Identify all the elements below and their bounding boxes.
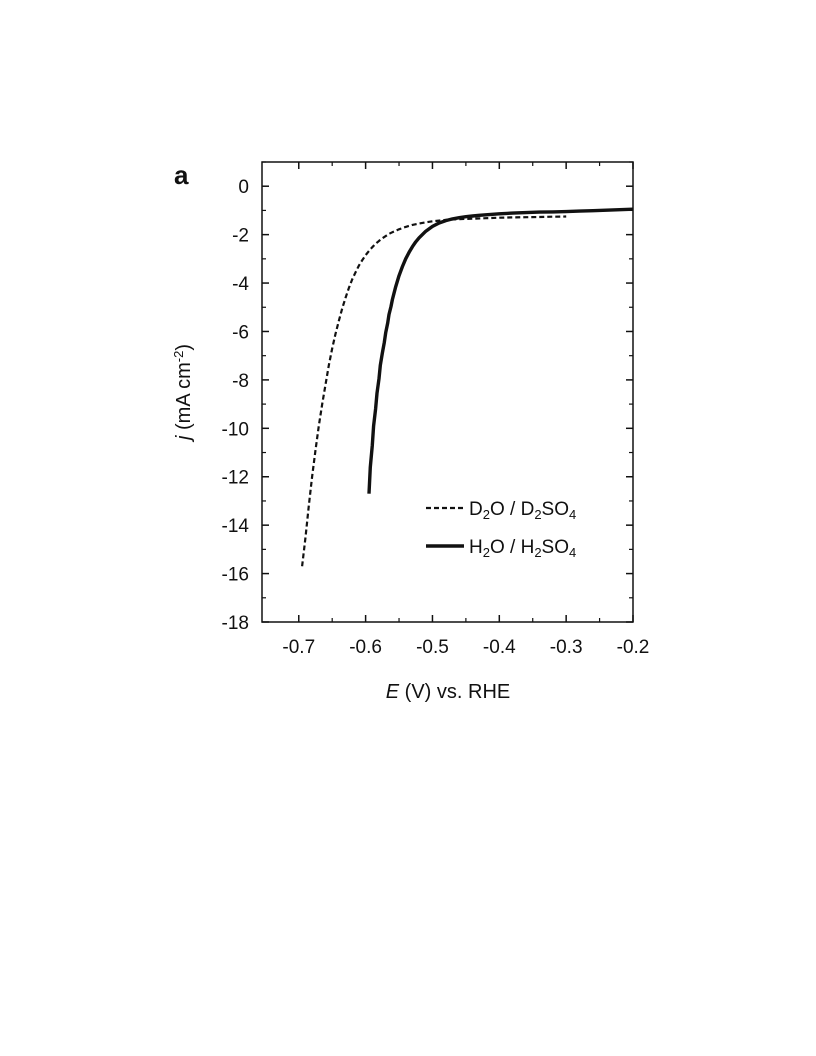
y-tick-label: -16 <box>222 565 249 586</box>
x-tick-label: -0.4 <box>483 637 516 658</box>
y-axis: 0 -2 -4 -6 -8 -10 -12 -14 -16 -18 <box>222 161 633 634</box>
plot-frame <box>261 161 634 623</box>
y-tick-label: -2 <box>232 226 249 247</box>
y-tick-label: -8 <box>232 371 249 392</box>
y-tick-label: -14 <box>222 516 250 537</box>
x-tick-label: -0.5 <box>416 637 449 658</box>
series-layer <box>301 207 634 567</box>
legend-label: H2O / H2SO4 <box>469 537 576 560</box>
panel-label: a <box>174 160 189 190</box>
y-tick-label: -10 <box>222 419 249 440</box>
x-tick-label: -0.7 <box>282 637 315 658</box>
y-axis-label: j (mA cm-2) <box>171 344 196 443</box>
y-tick-label: -18 <box>222 613 249 634</box>
legend-label: D2O / D2SO4 <box>469 499 576 522</box>
x-tick-label: -0.2 <box>617 637 650 658</box>
y-tick-label: 0 <box>238 177 249 198</box>
y-tick-label: -4 <box>232 274 249 295</box>
y-tick-label: -12 <box>222 468 249 489</box>
legend: D2O / D2SO4 H2O / H2SO4 <box>426 499 576 560</box>
x-axis-label: E (V) vs. RHE <box>386 681 510 703</box>
series-line-h2o-h2so4 <box>367 207 634 494</box>
x-tick-label: -0.6 <box>349 637 382 658</box>
y-tick-label: -6 <box>232 322 249 343</box>
x-tick-label: -0.3 <box>550 637 583 658</box>
series-line-d2o-d2so4 <box>301 215 567 567</box>
x-axis: -0.7 -0.6 -0.5 -0.4 -0.3 -0.2 <box>282 162 649 658</box>
